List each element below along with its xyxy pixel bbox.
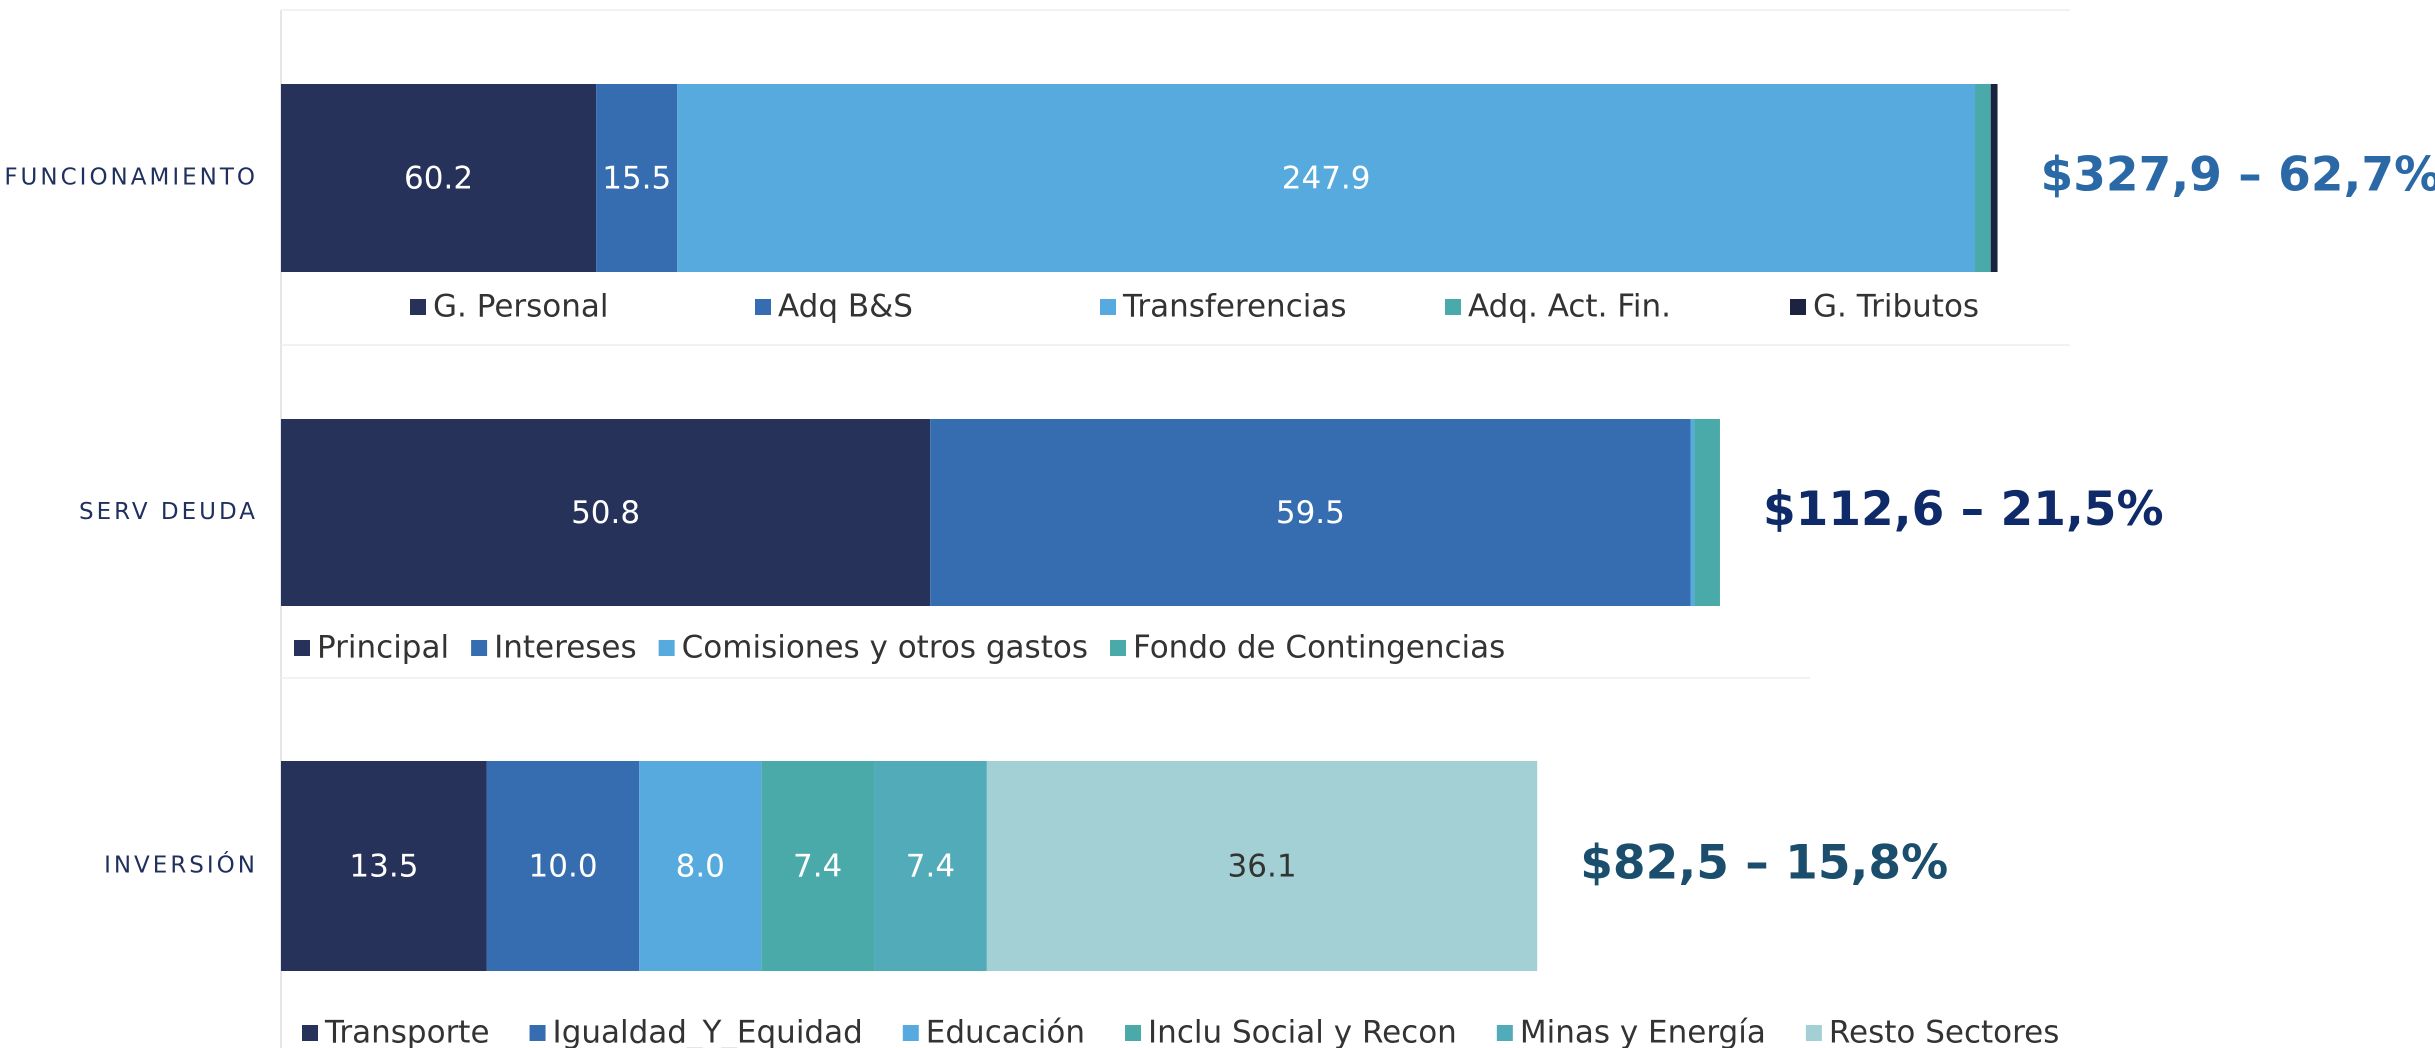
legend-label: Principal xyxy=(317,630,449,666)
bar-segment xyxy=(677,84,1976,272)
bar-segment xyxy=(596,84,678,272)
bar-segment xyxy=(281,84,597,272)
category-label: SERV DEUDA xyxy=(79,499,258,525)
legend-label: G. Tributos xyxy=(1813,289,1979,325)
category-label: FUNCIONAMIENTO xyxy=(4,165,258,191)
legend-swatch xyxy=(658,640,675,656)
bar-segment xyxy=(486,761,640,971)
legend-label: Resto Sectores xyxy=(1829,1015,2060,1048)
data-label: 50.8 xyxy=(571,495,640,531)
bar-segment xyxy=(1694,419,1720,606)
data-label: 13.5 xyxy=(349,849,418,885)
bar-segment xyxy=(1690,419,1695,606)
category-label: INVERSIÓN xyxy=(104,851,258,879)
legend-label: Adq B&S xyxy=(778,289,913,325)
data-label: 15.5 xyxy=(602,161,671,197)
legend-label: Intereses xyxy=(494,630,637,666)
data-label: 10.0 xyxy=(529,849,598,885)
legend-swatch xyxy=(902,1025,919,1041)
total-annotation: $327,9 – 62,7% xyxy=(2041,148,2435,203)
bar-segment xyxy=(281,419,931,606)
bar-segment xyxy=(1990,84,1998,272)
legend-swatch xyxy=(1445,299,1461,315)
legend-swatch xyxy=(294,640,310,656)
total-annotation: $112,6 – 21,5% xyxy=(1763,482,2164,537)
legend-label: Educación xyxy=(926,1015,1085,1048)
bar-segment xyxy=(1975,84,1991,272)
legend-swatch xyxy=(1109,640,1126,656)
legend-label: Igualdad_Y_Equidad xyxy=(553,1015,863,1048)
legend-label: Comisiones y otros gastos xyxy=(682,630,1088,666)
legend-swatch xyxy=(1790,299,1806,315)
data-label: 7.4 xyxy=(906,849,955,885)
legend-swatch xyxy=(1496,1025,1513,1041)
legend-label: G. Personal xyxy=(433,289,609,325)
legend-swatch xyxy=(755,299,771,315)
legend-label: Transporte xyxy=(324,1015,490,1048)
legend-swatch xyxy=(1125,1025,1142,1041)
legend-label: Fondo de Contingencias xyxy=(1133,630,1505,666)
bar-segment xyxy=(761,761,875,971)
data-label: 60.2 xyxy=(404,161,473,197)
data-label: 8.0 xyxy=(676,849,725,885)
legend-swatch xyxy=(410,299,426,315)
total-annotation: $82,5 – 15,8% xyxy=(1580,836,1948,891)
data-label: 247.9 xyxy=(1282,161,1371,197)
bar-segment xyxy=(986,761,1538,971)
legend-swatch xyxy=(1100,299,1116,315)
legend-label: Inclu Social y Recon xyxy=(1148,1015,1457,1048)
data-label: 59.5 xyxy=(1276,495,1345,531)
legend-swatch xyxy=(529,1025,546,1041)
data-label: 36.1 xyxy=(1228,849,1297,885)
legend-label: Transferencias xyxy=(1122,289,1347,325)
bar-segment xyxy=(874,761,987,971)
legend-swatch xyxy=(471,640,488,656)
bar-segment xyxy=(281,761,487,971)
legend-swatch xyxy=(302,1025,318,1041)
bar-segment xyxy=(639,761,762,971)
legend-label: Adq. Act. Fin. xyxy=(1468,289,1671,325)
legend-label: Minas y Energía xyxy=(1520,1015,1766,1048)
bar-segment xyxy=(930,419,1691,606)
data-label: 7.4 xyxy=(793,849,842,885)
legend-swatch xyxy=(1805,1025,1822,1041)
